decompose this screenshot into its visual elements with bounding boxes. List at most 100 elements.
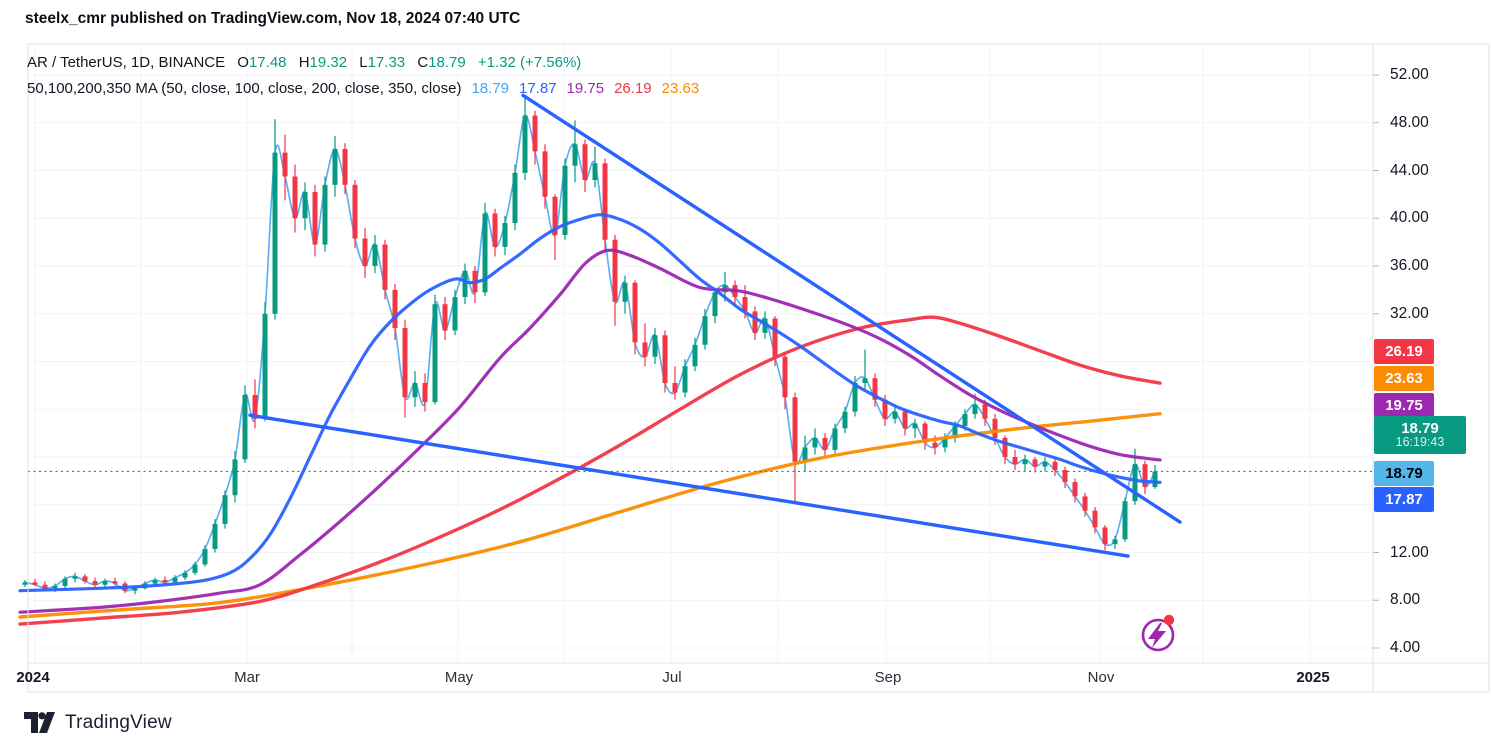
candle-body <box>22 582 28 585</box>
candle-body <box>362 238 368 266</box>
price-axis-label: 8.00 <box>1390 591 1421 609</box>
candle-body <box>592 163 598 181</box>
candle-body <box>902 411 908 429</box>
candle-body <box>62 578 68 586</box>
candle-body <box>162 579 168 583</box>
candle-body <box>292 176 298 219</box>
candle-body <box>52 585 58 589</box>
tradingview-logo[interactable]: TradingView <box>24 709 172 736</box>
candle-body <box>882 399 888 419</box>
ma-legend-value: 17.87 <box>519 80 557 97</box>
notification-dot <box>1163 614 1175 626</box>
symbol-title: AR / TetherUS, 1D, BINANCE <box>27 54 226 71</box>
ma-350-line <box>18 412 1162 619</box>
candle-body <box>192 564 198 573</box>
candle-body <box>422 382 428 403</box>
candle-body <box>1072 482 1078 497</box>
candle-body <box>372 244 378 266</box>
change-value: +1.32 (+7.56%) <box>477 54 582 71</box>
open-label: O <box>237 54 249 71</box>
candle-body <box>452 297 458 331</box>
price-badge-17.87: 17.87 <box>1374 486 1434 512</box>
candle-body <box>252 394 258 419</box>
price-axis-label: 12.00 <box>1390 543 1429 561</box>
close-value: 18.79 <box>428 54 466 71</box>
low-value: 17.33 <box>367 54 406 71</box>
candle-body <box>1032 459 1038 467</box>
candle-body <box>342 149 348 185</box>
candle-body <box>432 304 438 403</box>
candle-body <box>112 581 118 584</box>
candle-body <box>382 244 388 290</box>
lower-descending-trendline[interactable] <box>248 413 1130 558</box>
candle-body <box>212 523 218 549</box>
candle-body <box>272 152 278 314</box>
candle-body <box>962 414 968 426</box>
candle-body <box>612 239 618 302</box>
candle-body <box>792 397 798 462</box>
candle-body <box>1042 461 1048 467</box>
candle-body <box>712 292 718 317</box>
candle-body <box>312 191 318 245</box>
candle-body <box>992 418 998 438</box>
ma-legend-value: 26.19 <box>614 80 652 97</box>
candle-body <box>202 548 208 565</box>
candle-body <box>532 115 538 152</box>
candle-body <box>1142 464 1148 487</box>
candle-body <box>552 196 558 235</box>
price-axis-label: 4.00 <box>1390 639 1421 656</box>
candle-body <box>262 313 268 419</box>
candle-body <box>862 378 868 383</box>
candle-body <box>302 191 308 219</box>
candle-body <box>822 437 828 450</box>
candle-body <box>952 425 958 438</box>
candle-body <box>172 577 178 583</box>
candle-body <box>782 356 788 398</box>
candle-body <box>1012 457 1018 465</box>
candle-body <box>222 495 228 524</box>
ma-indicator-title: 50,100,200,350 MA (50, close, 100, close… <box>27 80 462 97</box>
candle-body <box>582 144 588 181</box>
ma-legend-value: 23.63 <box>661 80 700 97</box>
price-axis-label: 48.00 <box>1390 113 1429 131</box>
candle-body <box>1082 496 1088 511</box>
price-axis-label: 52.00 <box>1390 66 1429 83</box>
candle-body <box>412 382 418 398</box>
candle-body <box>932 442 938 448</box>
candle-body <box>852 382 858 412</box>
price-badge-19.75: 19.75 <box>1374 392 1434 418</box>
candle-body <box>522 115 528 173</box>
boost-circle <box>1141 618 1175 652</box>
close-label: C <box>417 54 429 71</box>
candle-body <box>1062 470 1068 483</box>
lightning-bolt-icon <box>1148 623 1166 648</box>
candle-body <box>842 411 848 429</box>
candle-body <box>892 411 898 419</box>
high-value: 19.32 <box>309 54 348 71</box>
upper-descending-trendline[interactable] <box>521 93 1182 524</box>
price-badge-18.79-countdown: 18.79 16:19:43 <box>1374 416 1466 454</box>
candle-body <box>942 437 948 448</box>
candle-body <box>282 152 288 177</box>
candle-body <box>672 382 678 393</box>
candle-body <box>872 378 878 400</box>
candle-body <box>482 213 488 293</box>
candle-body <box>1152 471 1158 488</box>
candle-body <box>602 163 608 240</box>
candle-body <box>972 404 978 415</box>
time-axis-label-sep: Sep <box>874 669 902 686</box>
price-axis-label: 44.00 <box>1390 161 1429 179</box>
ma-legend-value: 19.75 <box>566 80 605 97</box>
candle-body <box>242 394 248 460</box>
tradingview-logo-mark <box>24 712 55 733</box>
candle-body <box>622 282 628 302</box>
candle-body <box>692 344 698 367</box>
candle-body <box>152 579 158 584</box>
time-axis-label-2024: 2024 <box>16 669 50 686</box>
candle-body <box>632 282 638 343</box>
candle-body <box>642 342 648 357</box>
candle-body <box>912 423 918 429</box>
boost-icon[interactable] <box>1136 612 1184 660</box>
candle-body <box>462 270 468 298</box>
